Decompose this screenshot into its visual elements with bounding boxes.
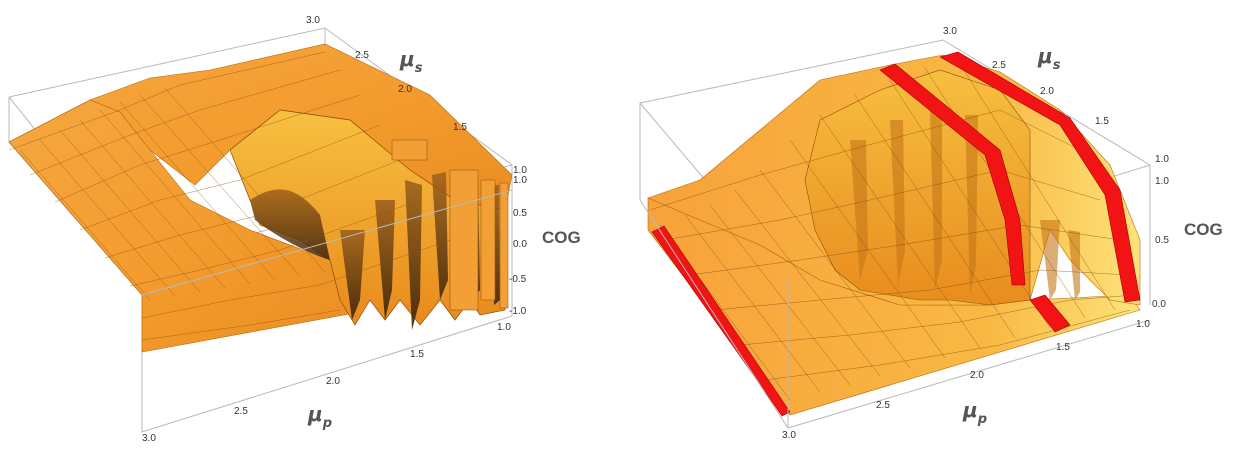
right-front-frame bbox=[639, 199, 789, 429]
left-front-frame bbox=[141, 189, 513, 296]
left-cog-tick-1: 0.5 bbox=[513, 208, 527, 219]
right-cog-tick-2: 0.0 bbox=[1152, 299, 1166, 310]
right-mus-axis-label: μs bbox=[1037, 44, 1061, 73]
right-panel: 3.0 2.5 2.0 1.5 1.0 1.0 0.5 0.0 3.0 2.5 … bbox=[639, 26, 1223, 441]
right-cog-tick-0: 1.0 bbox=[1155, 176, 1169, 187]
left-mus-tick-0: 3.0 bbox=[306, 15, 320, 26]
left-mus-tick-3: 1.5 bbox=[453, 122, 467, 133]
right-cog-tick-1: 0.5 bbox=[1155, 235, 1169, 246]
left-tick-labels: 3.0 2.5 2.0 1.5 1.0 1.0 0.5 0.0 -0.5 -1.… bbox=[142, 15, 527, 444]
left-mup-tick-1: 2.5 bbox=[234, 406, 248, 417]
left-surface bbox=[8, 43, 513, 353]
right-ridge-shadows bbox=[850, 110, 1080, 300]
left-mup-axis-label: μp bbox=[307, 402, 332, 431]
left-cog-tick-3: -0.5 bbox=[509, 274, 527, 285]
right-surface bbox=[647, 51, 1141, 417]
left-mup-tick-4: 1.0 bbox=[497, 322, 511, 333]
left-mus-tick-4: 1.0 bbox=[513, 165, 527, 176]
left-cog-tick-4: -1.0 bbox=[509, 306, 527, 317]
right-highlight-bands bbox=[651, 51, 1141, 417]
right-mup-axis-label: μp bbox=[962, 398, 987, 427]
left-mup-tick-0: 3.0 bbox=[142, 433, 156, 444]
right-mup-tick-1: 2.5 bbox=[876, 400, 890, 411]
right-mus-tick-3: 1.5 bbox=[1095, 116, 1109, 127]
right-mup-tick-3: 1.5 bbox=[1056, 342, 1070, 353]
left-mup-tick-3: 1.5 bbox=[410, 349, 424, 360]
left-cog-tick-0: 1.0 bbox=[513, 175, 527, 186]
right-cog-axis-label: COG bbox=[1184, 220, 1223, 239]
left-cog-tick-2: 0.0 bbox=[513, 239, 527, 250]
left-cog-axis-label: COG bbox=[542, 228, 581, 247]
right-tick-labels: 3.0 2.5 2.0 1.5 1.0 1.0 0.5 0.0 3.0 2.5 … bbox=[782, 26, 1169, 441]
right-mus-tick-0: 3.0 bbox=[943, 26, 957, 37]
right-mus-tick-2: 2.0 bbox=[1040, 86, 1054, 97]
left-mus-axis-label: μs bbox=[399, 47, 423, 76]
left-mesh bbox=[8, 51, 451, 341]
left-panel: 3.0 2.5 2.0 1.5 1.0 1.0 0.5 0.0 -0.5 -1.… bbox=[8, 15, 581, 444]
right-mus-tick-4: 1.0 bbox=[1155, 154, 1169, 165]
left-mup-tick-2: 2.0 bbox=[326, 376, 340, 387]
right-mup-tick-2: 2.0 bbox=[970, 370, 984, 381]
right-mup-tick-0: 3.0 bbox=[782, 430, 796, 441]
right-mus-tick-1: 2.5 bbox=[992, 60, 1006, 71]
right-mup-tick-4: 1.0 bbox=[1136, 319, 1150, 330]
left-mus-tick-2: 2.0 bbox=[398, 84, 412, 95]
left-mus-tick-1: 2.5 bbox=[355, 50, 369, 61]
left-slab-highlights bbox=[391, 139, 509, 311]
